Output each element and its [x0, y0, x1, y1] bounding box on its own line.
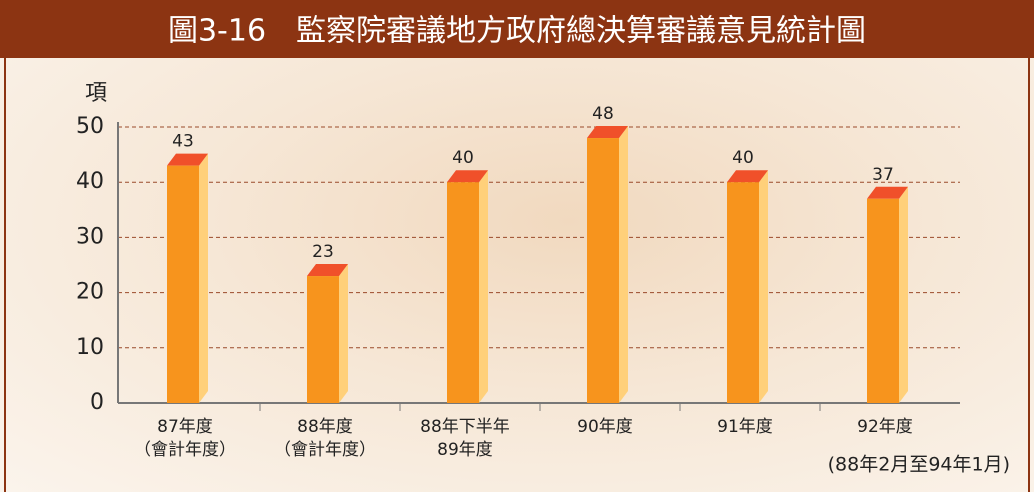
value-label: 37	[872, 165, 894, 185]
bar-side	[619, 126, 628, 403]
bar-side	[759, 170, 768, 403]
x-tick-label: 88年下半年 89年度	[395, 416, 535, 462]
bar	[307, 276, 339, 403]
bar-side	[479, 170, 488, 403]
y-tick-label: 30	[76, 224, 104, 249]
bar	[447, 182, 479, 403]
y-tick-label: 50	[76, 114, 104, 139]
y-tick-label: 0	[90, 390, 104, 415]
y-tick-label: 10	[76, 335, 104, 360]
x-tick-label: 91年度	[675, 416, 815, 439]
value-label: 48	[592, 104, 614, 124]
bar-side	[899, 187, 908, 403]
value-label: 23	[312, 242, 334, 262]
value-label: 43	[172, 132, 194, 152]
value-label: 40	[452, 148, 474, 168]
bar	[727, 182, 759, 403]
chart-title: 圖3-16 監察院審議地方政府總決算審議意見統計圖	[168, 14, 866, 49]
y-axis-label: 項	[85, 81, 107, 106]
bar	[587, 138, 619, 403]
y-tick-label: 20	[76, 280, 104, 305]
value-label: 40	[732, 148, 754, 168]
bar	[867, 199, 899, 403]
note: (88年2月至94年1月)	[828, 454, 1010, 476]
page: 圖3-16 監察院審議地方政府總決算審議意見統計圖 項 (88年2月至94年1月…	[0, 0, 1034, 492]
bar-side	[199, 154, 208, 403]
x-tick-label: 92年度	[815, 416, 955, 439]
x-tick-label: 88年度 （會計年度）	[255, 416, 395, 462]
x-tick-label: 90年度	[535, 416, 675, 439]
bar-side	[339, 264, 348, 403]
bar	[167, 166, 199, 403]
x-tick-label: 87年度 （會計年度）	[115, 416, 255, 462]
y-tick-label: 40	[76, 169, 104, 194]
